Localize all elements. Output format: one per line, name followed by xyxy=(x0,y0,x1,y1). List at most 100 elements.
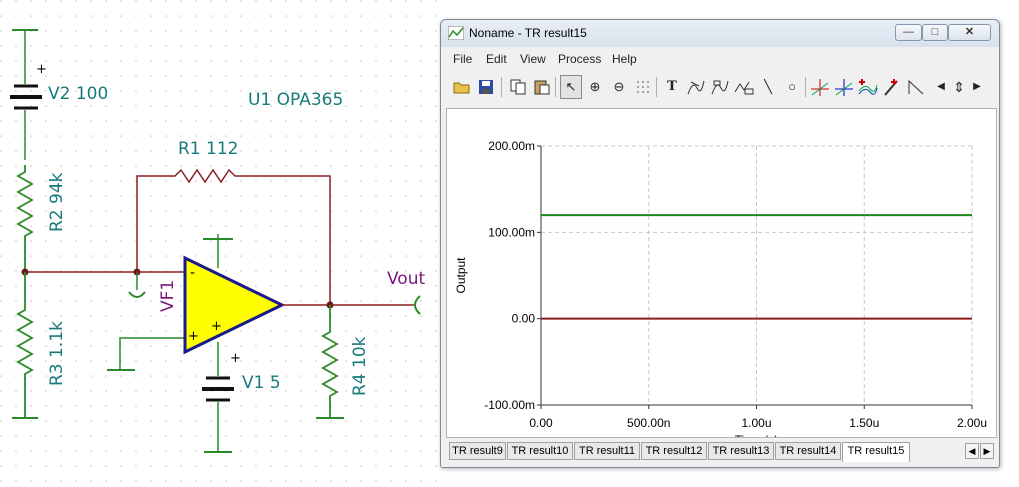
grid-button[interactable] xyxy=(632,75,654,99)
window-title: Noname - TR result15 xyxy=(469,26,587,40)
circle-tool-icon: ○ xyxy=(788,79,796,94)
schematic-canvas[interactable]: + V2 100 R2 94k R3 1.1k U1 OPA365 R1 112… xyxy=(0,0,440,487)
text-tool-button[interactable]: T xyxy=(661,75,683,99)
minimize-button[interactable]: — xyxy=(895,24,922,41)
scroll-right-icon: ▶ xyxy=(973,81,981,92)
y-tick-label: 100.00m xyxy=(488,225,535,239)
scroll-left-button[interactable]: ◀ xyxy=(933,75,949,99)
r2-resistor[interactable] xyxy=(16,165,34,272)
vout-label: Vout xyxy=(387,269,425,289)
result-window[interactable]: Noname - TR result15 — □ ✕ File Edit Vie… xyxy=(440,19,1000,468)
axis-label-button[interactable] xyxy=(733,75,755,99)
zoom-in-icon: ⊕ xyxy=(589,79,601,94)
v2-label: V2 100 xyxy=(48,84,108,104)
tab-tr-result14[interactable]: TR result14 xyxy=(775,442,841,460)
close-button[interactable]: ✕ xyxy=(948,24,991,41)
axis-label-icon xyxy=(734,81,754,95)
pen-button[interactable] xyxy=(881,75,903,99)
x-tick-label: 2.00u xyxy=(957,416,987,430)
copy-icon xyxy=(510,79,526,95)
title-bar[interactable]: Noname - TR result15 — □ ✕ xyxy=(441,20,999,47)
x-tick-label: 500.00n xyxy=(627,416,670,430)
plot-area[interactable]: 200.00m 100.00m 0.00 -100.00m 0.00 500.00n 1.0… xyxy=(446,108,997,438)
grid-icon xyxy=(637,81,649,93)
opamp-supply-plus: + xyxy=(211,319,222,334)
curve-label-2-icon xyxy=(711,80,729,95)
app-icon xyxy=(448,26,464,40)
tab-tr-result9[interactable]: TR result9 xyxy=(449,442,506,460)
tab-tr-result11[interactable]: TR result11 xyxy=(574,442,640,460)
vf1-probe[interactable] xyxy=(128,272,146,298)
copy-button[interactable] xyxy=(507,75,529,99)
select-arrow-icon: ↖ xyxy=(565,79,577,94)
cursor-b-icon xyxy=(835,79,853,96)
cursor-a-icon xyxy=(811,79,829,96)
marker-button[interactable] xyxy=(905,75,927,99)
tab-tr-result13[interactable]: TR result13 xyxy=(708,442,774,460)
x-axis-label: Time (s) xyxy=(735,433,779,437)
y-axis-label: Output xyxy=(454,257,468,294)
paste-button[interactable] xyxy=(531,75,553,99)
r3-label: R3 1.1k xyxy=(47,321,67,386)
curve-label-button[interactable] xyxy=(685,75,707,99)
minimize-icon: — xyxy=(903,26,914,38)
marker-icon xyxy=(908,79,924,95)
open-button[interactable] xyxy=(451,75,473,99)
v2-source[interactable] xyxy=(10,29,42,160)
menu-file[interactable]: File xyxy=(453,52,473,66)
result-tabs: TR result9 TR result10 TR result11 TR resul… xyxy=(449,442,997,462)
zoom-100-icon: ⊖ xyxy=(613,79,625,94)
output-chart[interactable]: 200.00m 100.00m 0.00 -100.00m 0.00 500.00n 1.0… xyxy=(447,109,996,437)
scroll-updown-icon: ⇕ xyxy=(953,79,965,95)
open-icon xyxy=(453,82,470,94)
line-tool-icon: ╲ xyxy=(764,79,772,94)
menu-help[interactable]: Help xyxy=(612,52,637,66)
menu-edit[interactable]: Edit xyxy=(486,52,507,66)
zoom-100-button[interactable]: ⊖ xyxy=(608,75,630,99)
y-tick-label: 0.00 xyxy=(512,312,536,326)
scroll-right-button[interactable]: ▶ xyxy=(969,75,985,99)
circle-tool-button[interactable]: ○ xyxy=(781,75,803,99)
r4-resistor[interactable] xyxy=(316,305,344,419)
menu-bar: File Edit View Process Help xyxy=(441,49,999,69)
tab-tr-result15[interactable]: TR result15 xyxy=(842,442,910,462)
add-curve-button[interactable] xyxy=(857,75,879,99)
r2-label: R2 94k xyxy=(47,172,67,232)
cursor-b-button[interactable] xyxy=(833,75,855,99)
text-tool-icon: T xyxy=(667,79,677,94)
scroll-left-icon: ◀ xyxy=(937,81,945,92)
tab-scroll-left-button[interactable]: ◀ xyxy=(965,443,979,459)
r1-resistor[interactable] xyxy=(136,168,331,305)
select-button[interactable]: ↖ xyxy=(560,75,582,99)
menu-process[interactable]: Process xyxy=(558,52,602,66)
tab-tr-result10[interactable]: TR result10 xyxy=(507,442,573,460)
vf1-label: VF1 xyxy=(158,280,178,312)
close-icon: ✕ xyxy=(964,26,975,38)
line-tool-button[interactable]: ╲ xyxy=(757,75,779,99)
menu-view[interactable]: View xyxy=(520,52,546,66)
scroll-updown-button[interactable]: ⇕ xyxy=(950,75,968,99)
v1-polarity-mark: + xyxy=(230,351,241,366)
r1-label: R1 112 xyxy=(178,139,238,159)
y-tick-label: 200.00m xyxy=(488,139,535,153)
zoom-in-button[interactable]: ⊕ xyxy=(584,75,606,99)
maximize-button[interactable]: □ xyxy=(922,24,948,41)
r4-label: R4 10k xyxy=(350,336,370,396)
y-tick-label: -100.00m xyxy=(484,398,535,412)
tab-tr-result12[interactable]: TR result12 xyxy=(641,442,707,460)
save-button[interactable] xyxy=(475,75,497,99)
v2-polarity-mark: + xyxy=(36,62,47,77)
tab-scroll-right-button[interactable]: ▶ xyxy=(980,443,994,459)
u1-label: U1 OPA365 xyxy=(248,90,343,110)
curve-label-2-button[interactable] xyxy=(709,75,731,99)
cursor-a-button[interactable] xyxy=(809,75,831,99)
r3-resistor[interactable] xyxy=(12,272,38,419)
v1-source[interactable] xyxy=(202,342,234,453)
add-curve-icon xyxy=(858,79,878,95)
opamp-u1[interactable] xyxy=(107,234,330,371)
curve-label-icon xyxy=(687,80,705,95)
pen-icon xyxy=(884,79,898,96)
vout-connector[interactable] xyxy=(414,295,421,315)
toolbar: ↖ ⊕ ⊖ T ╲ ○ ◀ xyxy=(447,75,995,102)
opamp-plus-label: + xyxy=(188,329,199,344)
